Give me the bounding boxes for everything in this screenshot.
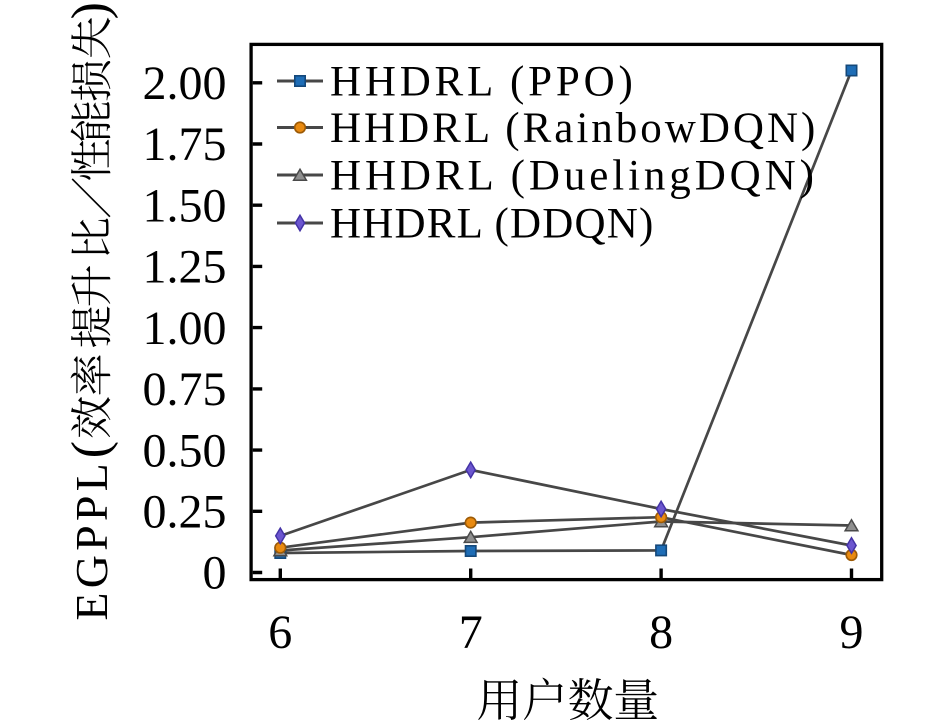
svg-text:EGPPL: EGPPL xyxy=(66,459,117,621)
svg-text:8: 8 xyxy=(649,606,673,659)
svg-text:HHDRL (DuelingDQN): HHDRL (DuelingDQN) xyxy=(330,152,818,199)
svg-text:0.75: 0.75 xyxy=(143,363,227,416)
svg-text:0.50: 0.50 xyxy=(143,424,227,477)
svg-text:HHDRL (DDQN): HHDRL (DDQN) xyxy=(330,200,655,247)
svg-text:HHDRL (RainbowDQN): HHDRL (RainbowDQN) xyxy=(330,105,818,152)
svg-text:HHDRL (PPO): HHDRL (PPO) xyxy=(330,58,637,105)
svg-text:0.25: 0.25 xyxy=(143,486,227,539)
svg-text:0: 0 xyxy=(203,547,227,600)
svg-text:1.25: 1.25 xyxy=(143,241,227,294)
svg-text:1.00: 1.00 xyxy=(143,302,227,355)
svg-text:1.50: 1.50 xyxy=(143,179,227,232)
svg-text:6: 6 xyxy=(268,606,292,659)
svg-text:7: 7 xyxy=(459,606,483,659)
svg-text:9: 9 xyxy=(840,606,864,659)
svg-text:): ) xyxy=(62,2,119,19)
svg-text:1.75: 1.75 xyxy=(143,118,227,171)
svg-text:2.00: 2.00 xyxy=(143,57,227,110)
svg-text:(: ( xyxy=(62,441,119,458)
